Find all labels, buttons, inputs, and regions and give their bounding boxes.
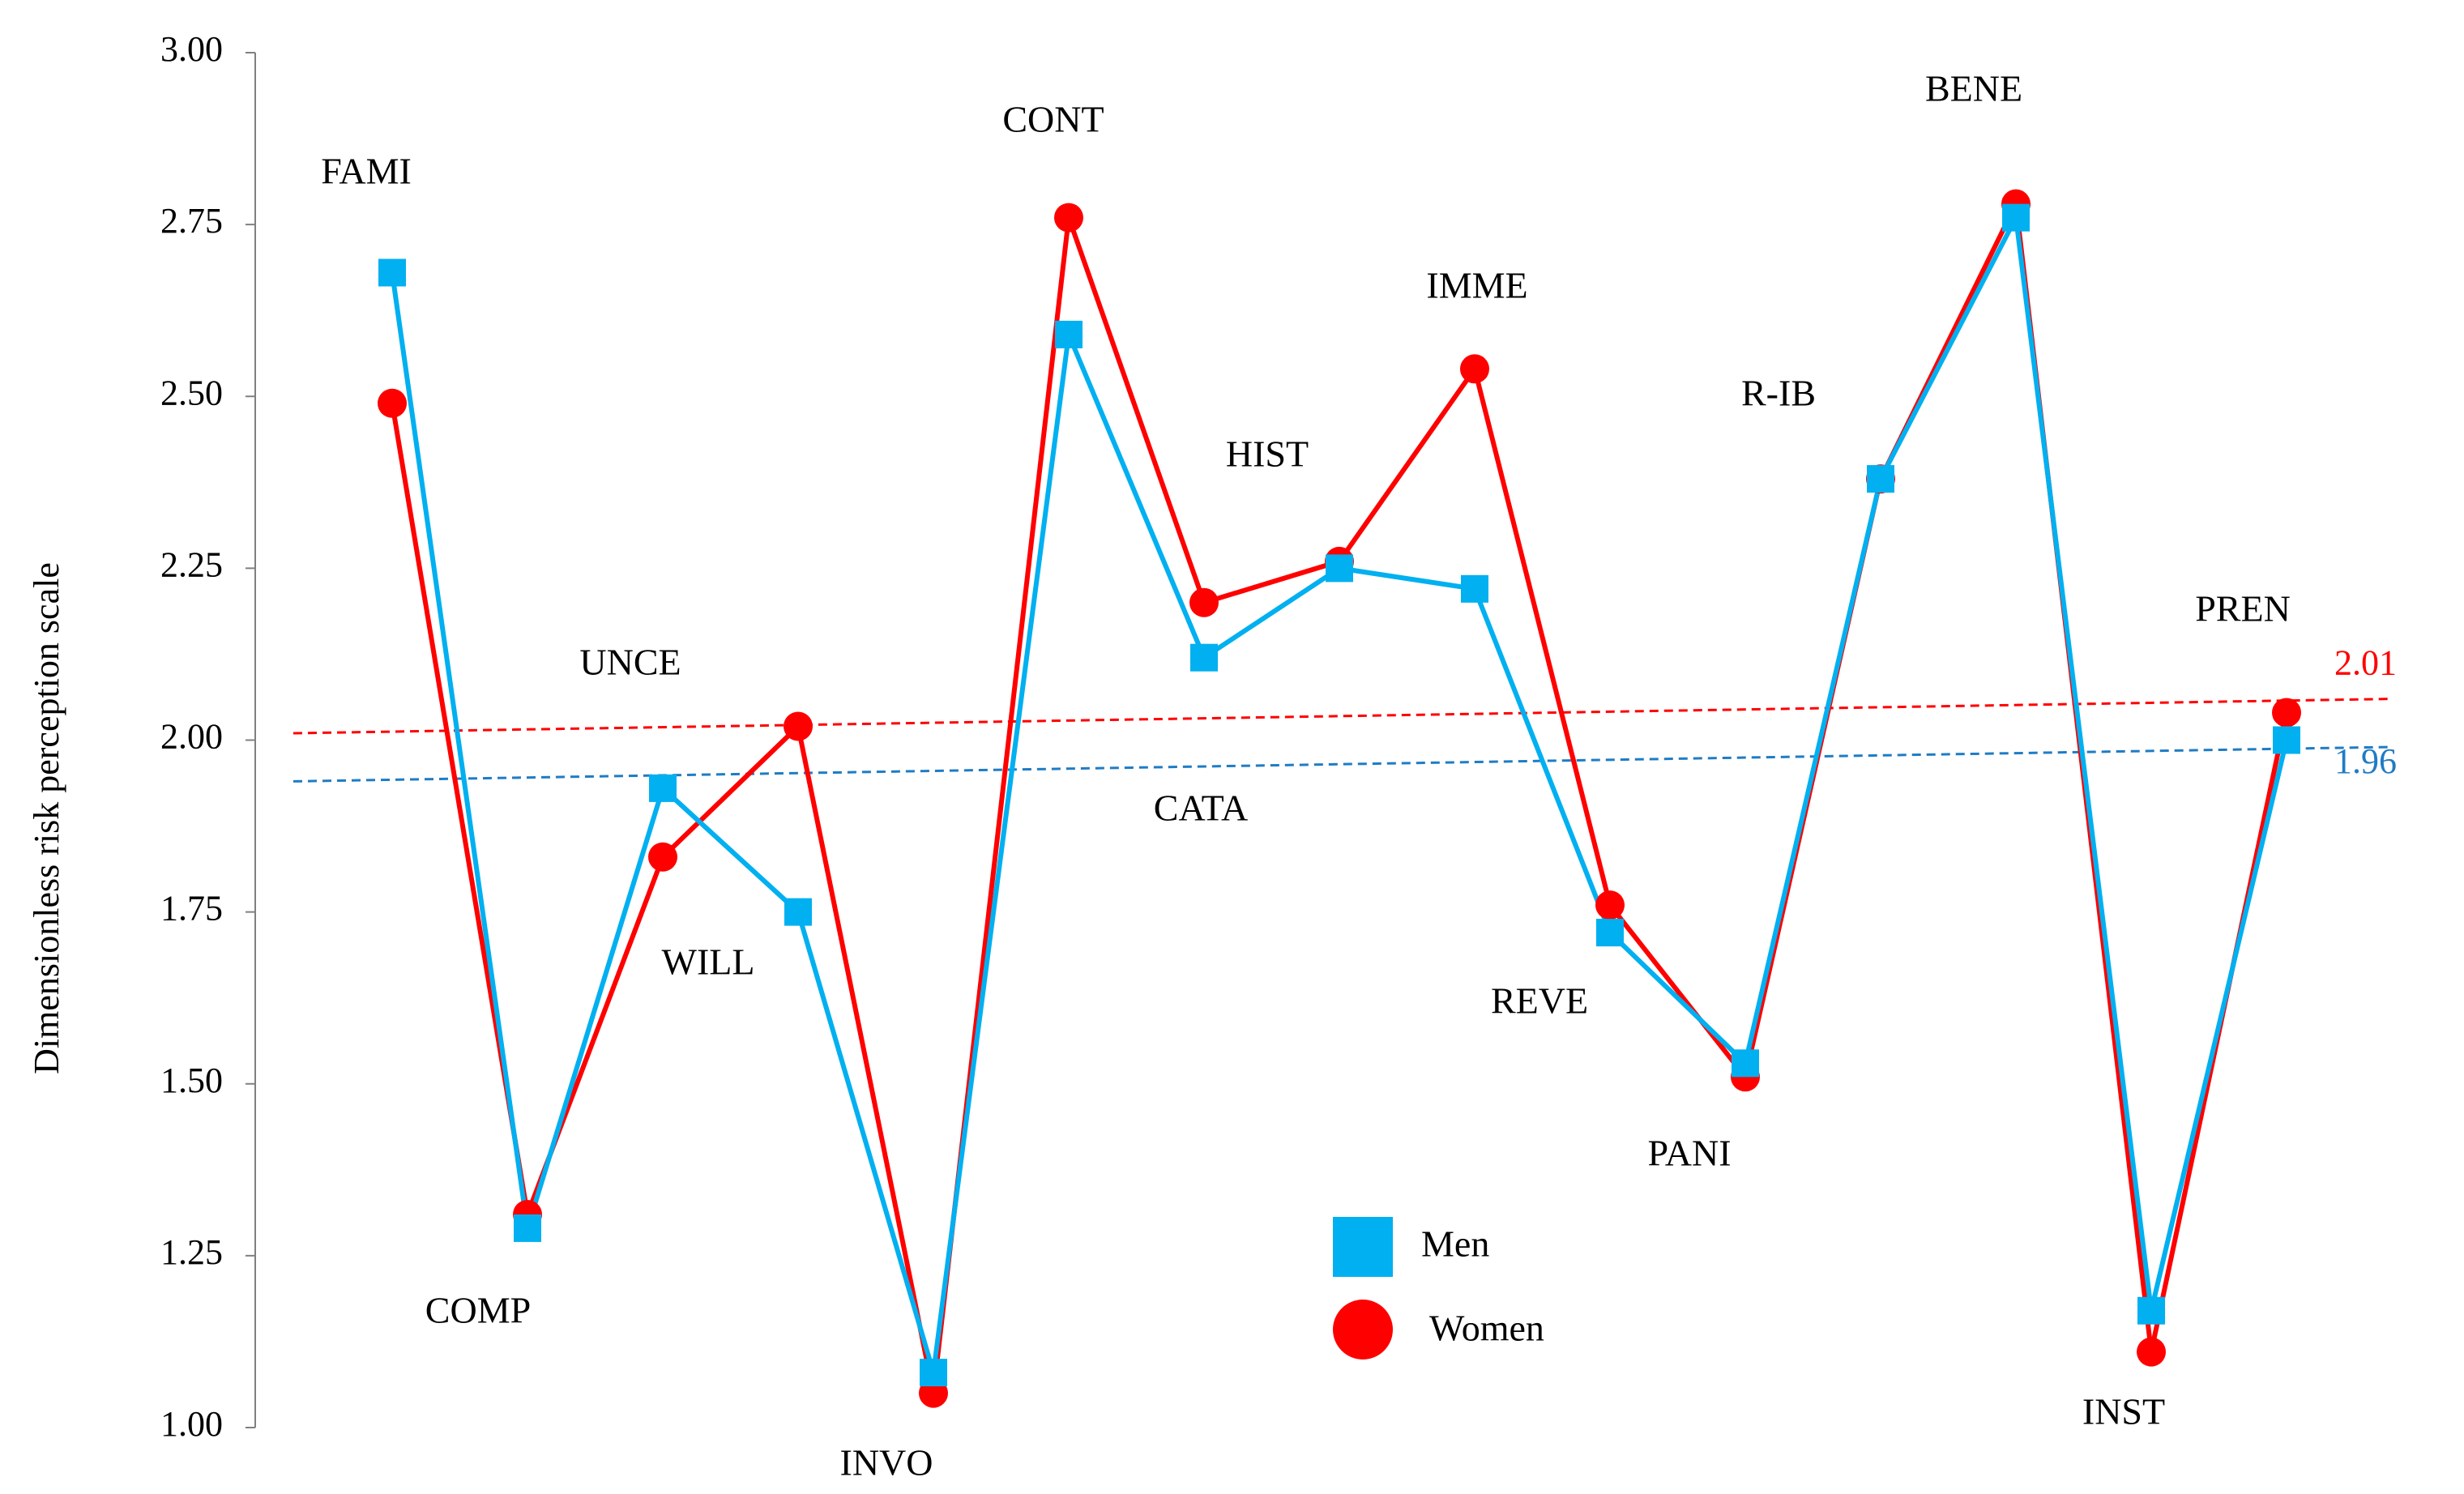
- legend-label-men: Men: [1421, 1223, 1489, 1265]
- category-label-unce: UNCE: [579, 642, 681, 683]
- data-point-men-pani: [1732, 1049, 1759, 1078]
- data-point-men-fami: [378, 258, 406, 287]
- data-point-men-pren: [2273, 726, 2300, 754]
- category-labels: FAMI COMP UNCE WILL INVO CONT CATA HIST IMME REVE…: [321, 68, 2291, 1483]
- category-label-bene: BENE: [1925, 68, 2022, 109]
- data-point-men-cata: [1190, 643, 1218, 672]
- legend: Men Women: [1333, 1217, 1544, 1360]
- category-label-will: WILL: [662, 941, 755, 983]
- data-point-women-cont: [1054, 203, 1083, 233]
- category-label-imme: IMME: [1426, 265, 1527, 306]
- y-tick-label: 1.75: [160, 889, 223, 928]
- reference-line-label-men: 1.96: [2334, 741, 2397, 781]
- category-label-pren: PREN: [2195, 588, 2291, 630]
- data-point-women-fami: [378, 388, 407, 418]
- category-label-hist: HIST: [1226, 433, 1309, 475]
- data-point-women-imme: [1460, 354, 1489, 384]
- series-group: [378, 189, 2301, 1408]
- y-tick-label: 3.00: [160, 29, 223, 69]
- reference-line-men: [293, 745, 2393, 783]
- reference-lines: 2.01 1.96: [293, 643, 2397, 783]
- data-point-men-comp: [514, 1214, 541, 1242]
- data-point-women-will: [784, 711, 813, 741]
- data-point-women-cata: [1189, 587, 1219, 617]
- y-tick-label: 2.75: [160, 201, 223, 241]
- y-tick-label: 2.25: [160, 544, 223, 584]
- data-point-men-will: [784, 898, 812, 926]
- category-label-comp: COMP: [425, 1290, 531, 1331]
- data-point-men-cont: [1055, 320, 1083, 348]
- y-axis-label: Dimensionless risk perception scale: [27, 562, 66, 1074]
- y-tick-label: 1.00: [160, 1404, 223, 1444]
- y-tick-label: 1.50: [160, 1061, 223, 1100]
- y-tick-label: 2.00: [160, 717, 223, 757]
- data-point-women-pren: [2272, 698, 2301, 728]
- data-point-men-hist: [1326, 554, 1353, 583]
- category-label-cont: CONT: [1002, 99, 1104, 140]
- category-label-fami: FAMI: [321, 151, 412, 192]
- data-point-women-unce: [648, 842, 677, 872]
- category-label-r-ib: R-IB: [1741, 373, 1816, 414]
- category-label-pani: PANI: [1647, 1133, 1731, 1174]
- category-label-cata: CATA: [1154, 788, 1248, 829]
- data-point-men-inst: [2137, 1296, 2165, 1325]
- legend-marker-women: [1333, 1300, 1393, 1360]
- reference-line-label-women: 2.01: [2334, 643, 2397, 683]
- category-label-reve: REVE: [1491, 980, 1588, 1022]
- y-axis-ticks: 1.00 1.25 1.50 1.75 2.00 2.25 2.50 2.75 3.00: [160, 29, 255, 1444]
- category-label-invo: INVO: [840, 1442, 933, 1483]
- legend-marker-men: [1333, 1217, 1393, 1277]
- data-point-men-imme: [1461, 574, 1488, 603]
- data-point-men-bene: [2002, 203, 2030, 232]
- legend-label-women: Women: [1429, 1308, 1544, 1349]
- data-point-women-inst: [2137, 1337, 2166, 1367]
- data-point-men-r-ib: [1867, 465, 1894, 493]
- data-point-men-reve: [1596, 919, 1624, 947]
- data-point-women-reve: [1595, 890, 1625, 920]
- y-tick-label: 2.50: [160, 373, 223, 412]
- data-point-men-unce: [649, 774, 677, 802]
- category-label-inst: INST: [2082, 1391, 2165, 1432]
- data-point-men-invo: [920, 1359, 947, 1387]
- y-tick-label: 1.25: [160, 1232, 223, 1272]
